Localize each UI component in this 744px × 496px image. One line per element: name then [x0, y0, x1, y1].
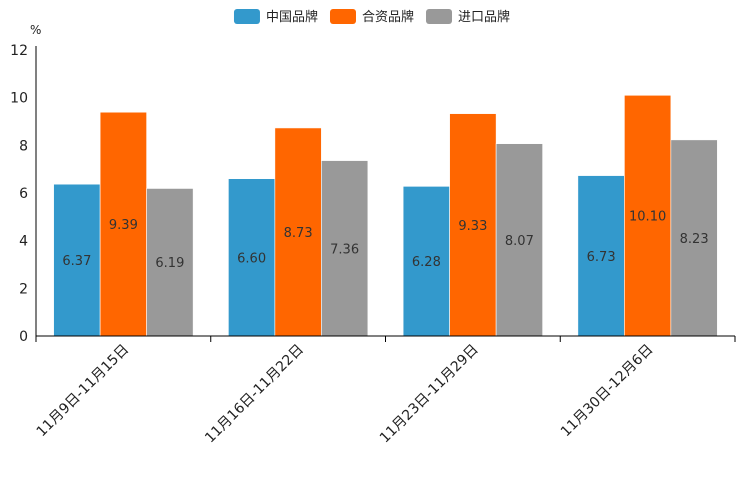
data-label: 6.37	[62, 254, 91, 269]
x-tick-label: 11月9日-11月15日	[34, 342, 133, 441]
y-tick-label: 10	[10, 91, 28, 107]
data-label: 9.33	[458, 219, 487, 234]
legend-swatch	[233, 9, 260, 24]
bar	[670, 139, 718, 337]
y-axis-unit: %	[30, 23, 41, 37]
bar	[321, 160, 369, 337]
data-label: 8.73	[284, 226, 313, 241]
legend-label: 进口品牌	[458, 9, 510, 25]
data-label: 6.19	[155, 256, 184, 271]
data-label: 7.36	[330, 242, 359, 257]
bar	[624, 94, 672, 337]
legend: 中国品牌 合资品牌 进口品牌	[233, 9, 510, 25]
data-label: 6.60	[237, 251, 266, 266]
bar	[495, 143, 543, 337]
x-axis: 11月9日-11月15日 11月16日-11月22日 11月23日-11月29日 11…	[34, 335, 736, 447]
data-label: 8.07	[505, 234, 534, 249]
y-tick-label: 8	[19, 138, 28, 154]
legend-label: 合资品牌	[362, 9, 414, 25]
bars-group	[53, 94, 718, 337]
data-label: 6.73	[587, 250, 616, 265]
legend-swatch	[329, 9, 356, 24]
legend-label: 中国品牌	[266, 9, 318, 25]
data-label: 8.23	[680, 232, 709, 247]
x-tick-label: 11月16日-11月22日	[202, 342, 307, 447]
y-tick-label: 0	[19, 329, 28, 345]
bar	[274, 127, 322, 337]
bar	[146, 188, 194, 337]
data-label: 9.39	[109, 218, 138, 233]
bar	[228, 178, 276, 337]
x-tick-label: 11月23日-11月29日	[377, 342, 482, 447]
x-tick-label: 11月30日-12月6日	[558, 342, 657, 441]
y-tick-label: 4	[19, 234, 28, 250]
y-tick-label: 12	[10, 43, 28, 59]
y-tick-label: 2	[19, 281, 28, 297]
data-labels-group: 6.37 6.60 6.28 6.73 9.39 8.73 9.33 10.10 6.19 7.3…	[62, 210, 708, 272]
y-axis: 0 2 4 6 8 10 12	[10, 43, 37, 345]
data-label: 10.10	[629, 210, 666, 225]
data-label: 6.28	[412, 255, 441, 270]
legend-swatch	[426, 9, 453, 24]
y-tick-label: 6	[19, 186, 28, 202]
